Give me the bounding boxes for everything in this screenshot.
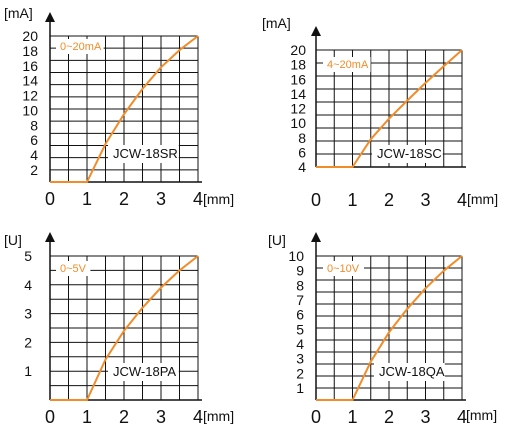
y-tick-label: 20 (22, 28, 38, 44)
x-tick-label: 3 (156, 189, 166, 209)
x-tick-label: 2 (384, 190, 394, 210)
y-tick-label: 4 (296, 336, 304, 352)
model-label-background (108, 145, 179, 163)
y-tick-label: 1 (296, 380, 304, 396)
x-tick-label: 4 (193, 407, 203, 427)
x-tick-label: 0 (45, 407, 55, 427)
x-tick-label: 3 (420, 407, 430, 427)
y-tick-label: 16 (22, 58, 38, 74)
y-axis-unit: [U] (268, 232, 286, 248)
y-tick-label: 2 (30, 162, 38, 178)
y-axis-unit: [mA] (262, 15, 291, 31)
range-label: 0~20mA (60, 41, 102, 53)
x-axis-unit: [mm] (466, 407, 497, 423)
y-tick-label: 18 (290, 57, 306, 73)
range-label-background (323, 57, 371, 72)
y-tick-label: 8 (298, 130, 306, 146)
y-tick-label: 3 (296, 351, 304, 367)
x-tick-label: 0 (45, 189, 55, 209)
range-label-background (56, 261, 91, 276)
range-label: 0~10V (327, 263, 360, 275)
y-tick-label: 10 (22, 102, 38, 118)
range-label-background (56, 39, 104, 54)
y-axis-unit: [U] (4, 232, 22, 248)
model-label: JCW-18SR (113, 146, 178, 161)
model-label: JCW-18SC (377, 146, 442, 161)
x-tick-label: 1 (347, 407, 357, 427)
y-tick-label: 8 (296, 277, 304, 293)
x-tick-label: 0 (311, 407, 321, 427)
y-tick-label: 10 (288, 248, 304, 264)
y-tick-label: 3 (24, 306, 32, 322)
x-tick-label: 1 (82, 407, 92, 427)
x-axis-unit: [mm] (467, 191, 498, 207)
x-tick-label: 4 (457, 190, 467, 210)
model-label: JCW-18QA (379, 364, 445, 379)
x-tick-label: 2 (119, 189, 129, 209)
series-line (50, 255, 199, 401)
x-tick-label: 2 (384, 407, 394, 427)
y-tick-label: 7 (296, 292, 304, 308)
y-tick-label: 1 (24, 363, 32, 379)
y-tick-label: 6 (298, 144, 306, 160)
y-tick-label: 4 (30, 147, 38, 163)
y-axis-arrow-icon (311, 26, 321, 36)
y-tick-label: 4 (298, 159, 306, 175)
range-label: 4~20mA (327, 59, 369, 71)
y-tick-label: 20 (290, 42, 306, 58)
range-label: 0~5V (60, 263, 87, 275)
range-label-background (323, 261, 364, 276)
model-label-background (374, 363, 445, 381)
x-tick-label: 3 (156, 407, 166, 427)
x-axis-unit: [mm] (203, 191, 234, 207)
x-tick-label: 4 (457, 407, 467, 427)
x-tick-label: 1 (82, 189, 92, 209)
x-axis-unit: [mm] (203, 408, 234, 424)
y-tick-label: 5 (296, 321, 304, 337)
y-tick-label: 2 (296, 365, 304, 381)
y-tick-label: 8 (30, 117, 38, 133)
x-tick-label: 0 (311, 190, 321, 210)
y-tick-label: 4 (24, 277, 32, 293)
y-tick-label: 9 (296, 263, 304, 279)
y-tick-label: 2 (24, 334, 32, 350)
x-tick-label: 3 (420, 190, 430, 210)
y-axis-arrow-icon (311, 232, 321, 242)
series-line (316, 49, 463, 168)
series-line (50, 35, 199, 183)
y-tick-label: 5 (24, 248, 32, 264)
y-tick-label: 10 (290, 115, 306, 131)
y-axis-arrow-icon (45, 12, 55, 22)
model-label-background (372, 145, 443, 163)
y-tick-label: 12 (290, 101, 306, 117)
x-tick-label: 1 (347, 190, 357, 210)
y-tick-label: 6 (296, 307, 304, 323)
y-tick-label: 12 (22, 88, 38, 104)
x-tick-label: 2 (119, 407, 129, 427)
x-tick-label: 4 (193, 189, 203, 209)
y-tick-label: 14 (290, 86, 306, 102)
y-tick-label: 6 (30, 132, 38, 148)
y-tick-label: 18 (22, 43, 38, 59)
series-line (316, 255, 463, 401)
model-label: JCW-18PA (113, 364, 176, 379)
y-axis-arrow-icon (45, 232, 55, 242)
model-label-background (108, 363, 179, 381)
y-axis-unit: [mA] (4, 5, 33, 21)
y-tick-label: 16 (290, 71, 306, 87)
y-tick-label: 14 (22, 73, 38, 89)
